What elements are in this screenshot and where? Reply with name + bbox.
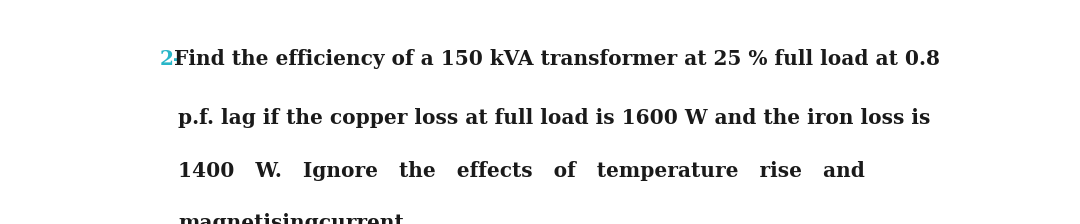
Text: p.f. lag if the copper loss at full load is 1600 W and the iron loss is: p.f. lag if the copper loss at full load… (178, 108, 931, 127)
Text: magnetisingcurrent.: magnetisingcurrent. (178, 213, 411, 224)
Text: 2-: 2- (160, 49, 183, 69)
Text: Find the efficiency of a 150 kVA transformer at 25 % full load at 0.8: Find the efficiency of a 150 kVA transfo… (160, 49, 940, 69)
Text: 1400   W.   Ignore   the   effects   of   temperature   rise   and: 1400 W. Ignore the effects of temperatur… (178, 161, 865, 181)
